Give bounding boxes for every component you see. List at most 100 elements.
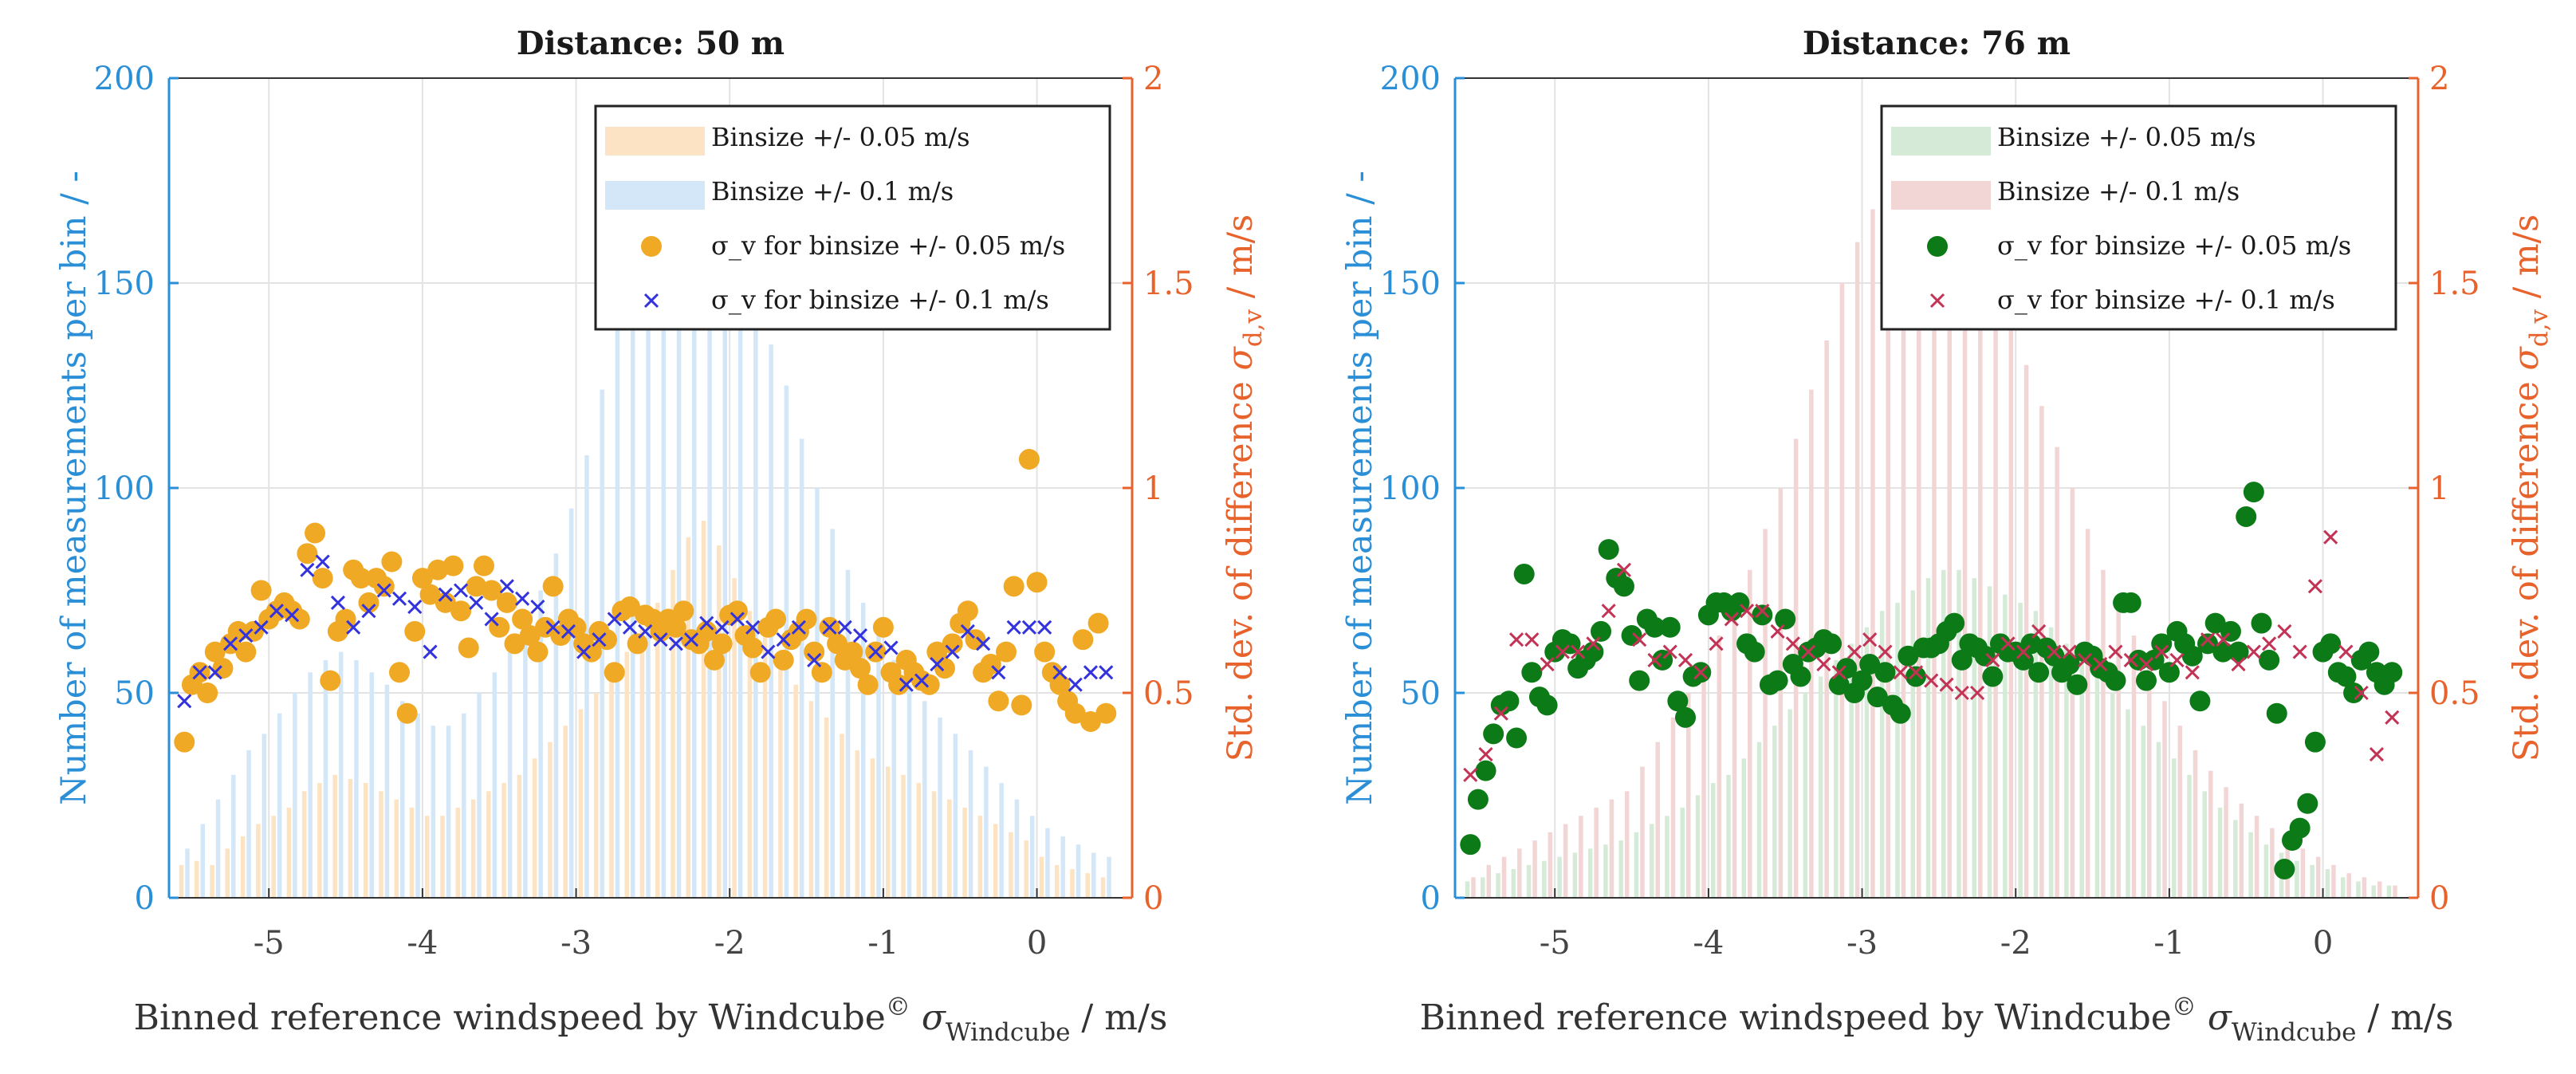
x-marker-stroke (484, 612, 499, 627)
sigma-point-0.1 (223, 636, 238, 651)
bar-large-bin (1932, 209, 1937, 899)
x-marker-stroke (638, 624, 653, 639)
sigma-point-0.1 (1801, 644, 1816, 659)
sigma-point-0.05 (388, 662, 410, 683)
bar-small-bin (2172, 758, 2177, 898)
sigma-point-0.05 (1064, 702, 1086, 724)
sigma-point-0.05 (1790, 666, 1811, 687)
sigma-point-0.1 (2200, 632, 2216, 647)
x-marker-stroke (1052, 665, 1068, 680)
bar-small-bin (2033, 611, 2039, 898)
bar-small-bin (1572, 852, 1578, 898)
x-marker-stroke (1068, 677, 1083, 692)
sigma-point-0.05 (2204, 612, 2226, 634)
sigma-point-0.05 (749, 662, 771, 683)
x-marker-stroke (1862, 632, 1878, 647)
x-marker-stroke (1985, 652, 2000, 667)
sigma-point-0.1 (1846, 644, 1862, 659)
x-marker-stroke (761, 644, 776, 659)
x-axis-label-text: Binned reference windspeed by Windcube (1420, 997, 2172, 1038)
bar-small-bin (717, 545, 722, 898)
bar-small-bin (686, 537, 691, 898)
sigma-point-0.05 (2028, 662, 2050, 683)
bar-large-bin (1670, 717, 1676, 898)
sigma-point-0.1 (730, 612, 745, 627)
sigma-point-0.1 (668, 636, 683, 651)
bar-small-bin (778, 659, 783, 898)
sigma-point-0.05 (1659, 616, 1681, 638)
bar-small-bin (563, 726, 568, 898)
bar-small-bin (1054, 864, 1060, 898)
sigma-point-0.1 (1755, 604, 1770, 619)
sigma-point-0.1 (438, 587, 453, 602)
sigma-point-0.1 (391, 591, 407, 606)
sigma-point-0.1 (300, 562, 315, 577)
bar-large-bin (2131, 635, 2137, 898)
x-axis-label-space (2196, 997, 2208, 1038)
bar-small-bin (425, 816, 430, 898)
sigma-point-0.1 (1006, 620, 1021, 635)
legend-swatch-small-bin (1891, 127, 1991, 155)
bar-large-bin (1060, 836, 1065, 898)
bar-small-bin (548, 742, 553, 898)
x-axis-label-unit: / m/s (2356, 997, 2453, 1038)
legend: Binsize +/- 0.05 m/s Binsize +/- 0.1 m/s σ… (594, 104, 1111, 331)
x-marker-stroke (2138, 656, 2154, 672)
bar-large-bin (308, 672, 313, 898)
sigma-point-0.05 (542, 576, 564, 597)
sigma-point-0.05 (2067, 674, 2088, 695)
sigma-point-0.1 (914, 673, 930, 688)
bar-large-bin (1563, 824, 1568, 898)
bar-large-bin (646, 242, 651, 899)
bar-small-bin (195, 860, 199, 898)
x-marker-stroke (2369, 747, 2385, 762)
chart-title: Distance: 76 m (1803, 25, 2071, 62)
x-marker-stroke (622, 620, 638, 635)
bar-large-bin (538, 590, 543, 898)
left-tick-label: 0 (1421, 880, 1441, 917)
bar-large-bin (1854, 242, 1860, 899)
sigma-point-0.05 (442, 555, 464, 576)
x-marker-stroke (1693, 665, 1709, 680)
x-marker-stroke (1493, 706, 1508, 721)
bar-large-bin (1640, 766, 1645, 898)
left-tick-label: 100 (1380, 470, 1441, 507)
bar-large-bin (262, 734, 267, 898)
bar-small-bin (1070, 869, 1075, 898)
x-marker-stroke (391, 591, 407, 606)
bar-large-bin (1763, 529, 1768, 898)
x-marker-stroke (453, 583, 469, 598)
bar-small-bin (1557, 856, 1562, 898)
legend: Binsize +/- 0.05 m/s Binsize +/- 0.1 m/s σ… (1880, 104, 2397, 331)
sigma-point-0.1 (1601, 604, 1616, 619)
sigma-point-0.1 (945, 644, 960, 659)
x-axis-label-sub: Windcube (946, 1018, 1071, 1047)
bar-small-bin (747, 611, 753, 898)
x-marker-stroke (1677, 652, 1693, 667)
sigma-point-0.05 (419, 584, 441, 605)
sigma-point-0.05 (742, 637, 764, 659)
sigma-point-0.05 (996, 641, 1017, 663)
sigma-point-0.05 (496, 592, 517, 613)
sigma-point-0.1 (2123, 652, 2138, 667)
x-marker-stroke (1037, 620, 1052, 635)
bar-small-bin (1695, 795, 1701, 898)
bar-large-bin (431, 726, 436, 898)
sigma-point-0.05 (857, 674, 879, 695)
sigma-point-0.1 (192, 665, 207, 680)
legend-label: σ_v for binsize +/- 0.1 m/s (1997, 285, 2335, 315)
left-tick-label: 50 (114, 675, 155, 712)
sigma-point-0.1 (1616, 562, 1631, 577)
left-tick-label: 150 (1380, 266, 1441, 302)
x-marker-stroke (699, 616, 714, 631)
x-tick-label: 0 (1027, 925, 1047, 962)
sigma-point-0.1 (1586, 636, 1601, 651)
sigma-point-0.05 (2259, 649, 2280, 671)
bar-small-bin (486, 791, 491, 898)
sigma-point-0.1 (1739, 604, 1755, 619)
bar-large-bin (1548, 832, 1553, 898)
bar-large-bin (2300, 848, 2306, 898)
sigma-point-0.1 (822, 620, 837, 635)
sigma-point-0.05 (627, 633, 648, 655)
bar-small-bin (593, 693, 599, 898)
